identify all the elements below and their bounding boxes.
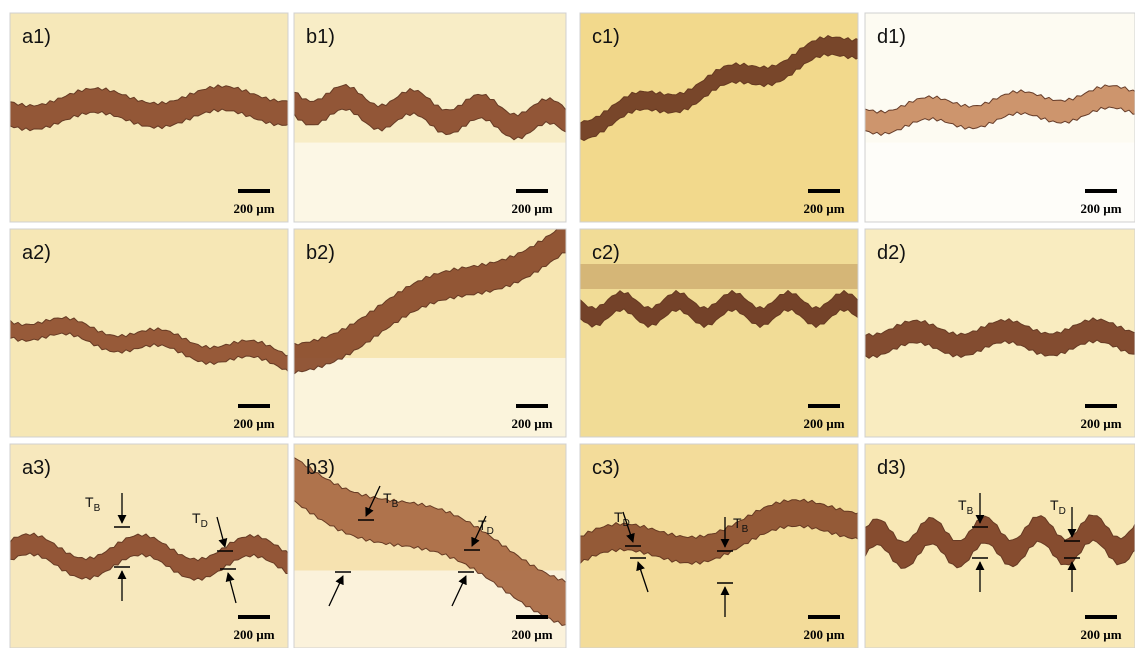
scale-bar [808,404,840,408]
panel: c2) 200 µm [576,229,860,437]
scale-bar [1085,189,1117,193]
scale-label: 200 µm [1080,627,1121,642]
panel: a2) 200 µm [6,229,290,437]
panel-label: b2) [306,242,335,264]
scale-bar [808,615,840,619]
panel: b1) 200 µm [290,13,570,222]
panel-label: c1) [592,26,620,48]
scale-label: 200 µm [803,627,844,642]
panel: d1) 200 µm [861,13,1135,222]
panel: a1) 200 µm [6,13,290,222]
panel-label: b1) [306,26,335,48]
scale-label: 200 µm [1080,201,1121,216]
subscript: D [201,519,208,530]
scale-label: 200 µm [803,416,844,431]
panel-label: a2) [22,242,51,264]
panel-label: c3) [592,457,620,479]
scale-label: 200 µm [511,627,552,642]
scale-bar [238,615,270,619]
scale-bar [516,404,548,408]
scale-label: 200 µm [233,201,274,216]
scale-label: 200 µm [233,627,274,642]
panel: b3)200 µmTBTD [290,444,570,648]
scale-label: 200 µm [511,416,552,431]
scale-label: 200 µm [511,201,552,216]
scale-bar [516,615,548,619]
subscript: D [1059,506,1066,517]
scale-bar [238,404,270,408]
scale-label: 200 µm [233,416,274,431]
panel: d2) 200 µm [861,229,1135,437]
panel-label: c2) [592,242,620,264]
scale-bar [1085,404,1117,408]
subscript: B [742,524,749,535]
subscript: D [487,526,494,537]
dark-band [580,264,858,289]
panel: b2) 200 µm [290,222,570,437]
panel: c1) 200 µm [576,13,860,222]
scale-label: 200 µm [1080,416,1121,431]
panel-label: d1) [877,26,906,48]
panel-label: a1) [22,26,51,48]
scale-bar [238,189,270,193]
panel-label: d2) [877,242,906,264]
panel: c3)200 µmTDTB [576,444,860,648]
panel: d3)200 µmTBTD [861,444,1135,648]
scale-label: 200 µm [803,201,844,216]
panel-label: b3) [306,457,335,479]
subscript: B [967,506,974,517]
scale-bar [808,189,840,193]
panel-label: d3) [877,457,906,479]
scale-bar [516,189,548,193]
subscript: B [94,503,101,514]
subscript: B [392,499,399,510]
scale-bar [1085,615,1117,619]
panel-label: a3) [22,457,51,479]
figure: a1) 200 µm b1) 200 µm c1) 200 µm d1) 200 µm a2) 2… [0,0,1135,648]
